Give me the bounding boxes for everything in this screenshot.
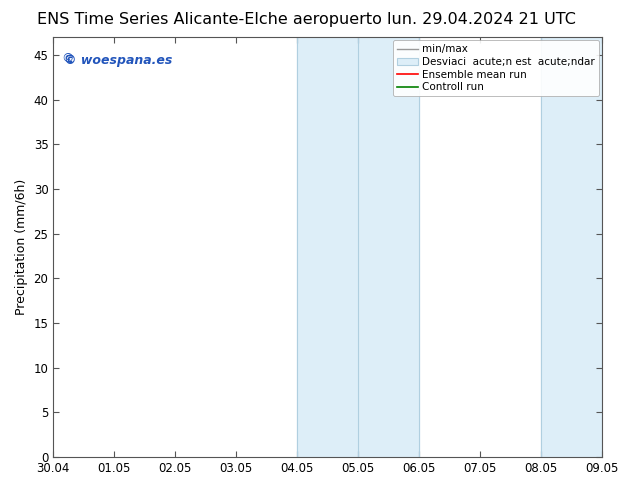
Legend: min/max, Desviaci  acute;n est  acute;ndar, Ensemble mean run, Controll run: min/max, Desviaci acute;n est acute;ndar… [393,40,599,97]
Text: lun. 29.04.2024 21 UTC: lun. 29.04.2024 21 UTC [387,12,576,27]
Y-axis label: Precipitation (mm/6h): Precipitation (mm/6h) [15,179,28,315]
Text: © woespana.es: © woespana.es [64,54,172,67]
Bar [297,37,419,457]
Text: ENS Time Series Alicante-Elche aeropuerto: ENS Time Series Alicante-Elche aeropuert… [37,12,382,27]
Bar [541,37,602,457]
Text: ©: © [61,52,74,65]
